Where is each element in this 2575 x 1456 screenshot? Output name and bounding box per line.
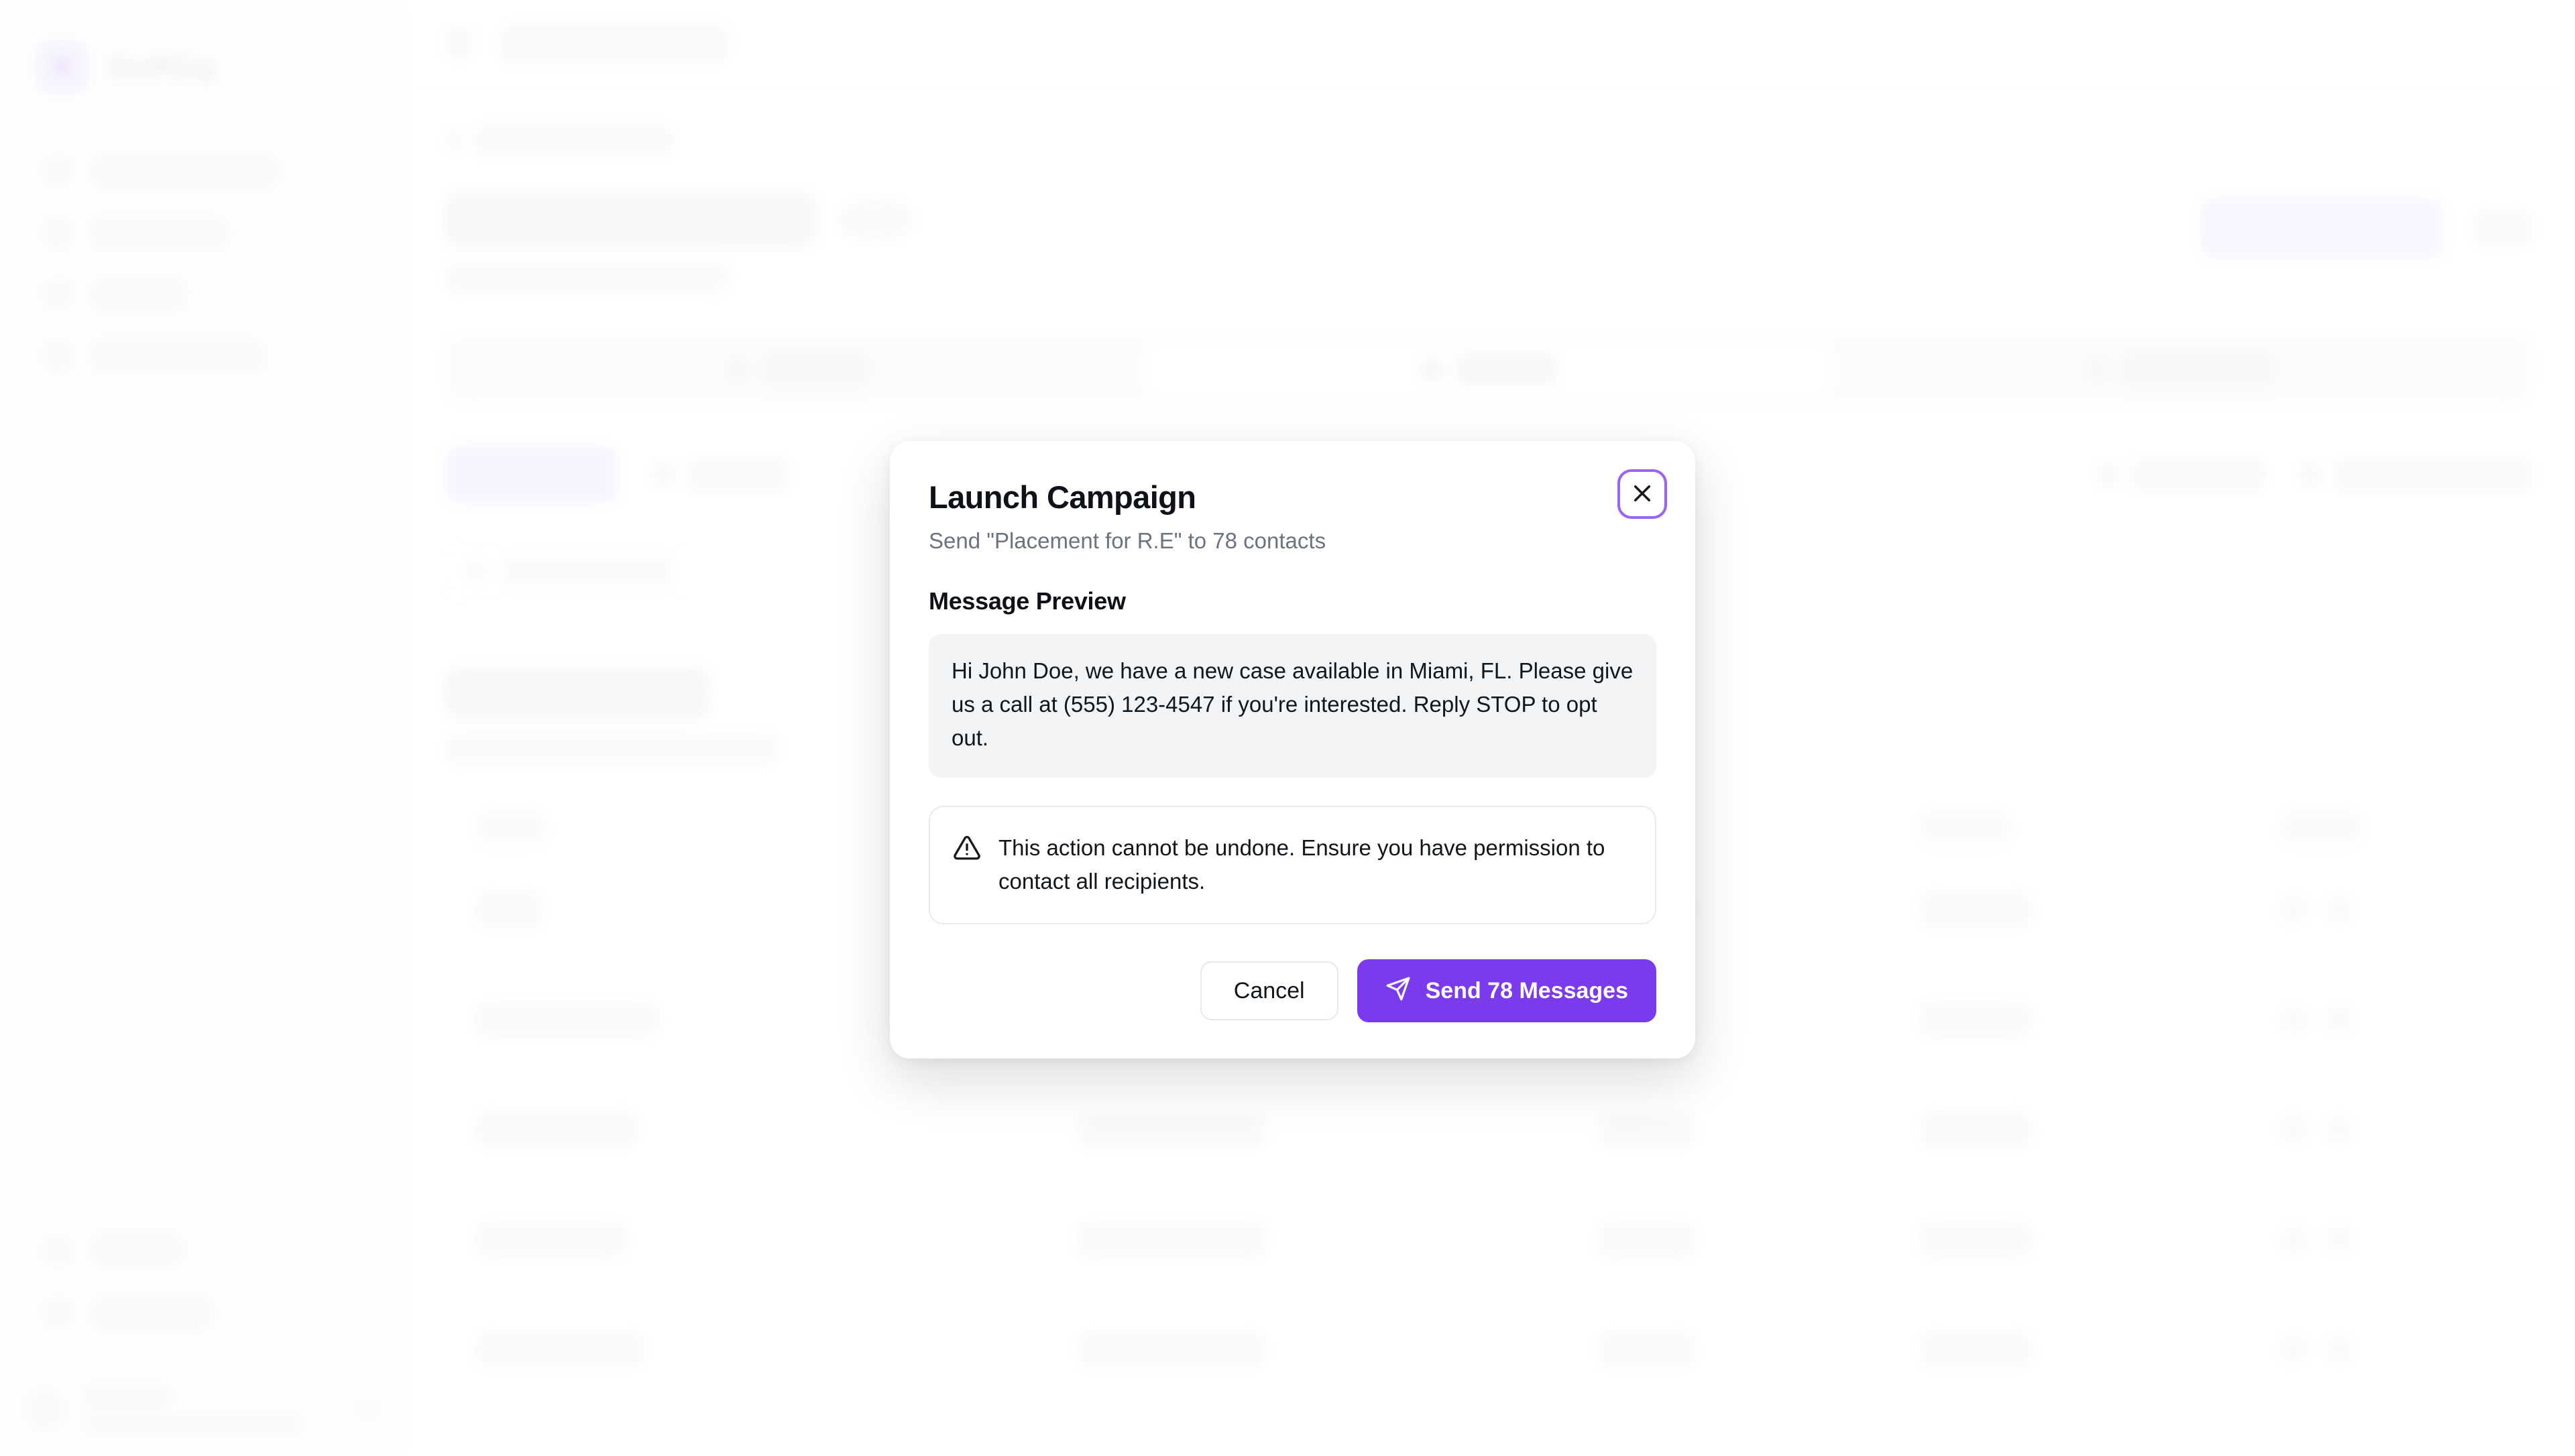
warning-banner: This action cannot be undone. Ensure you… xyxy=(929,806,1656,925)
close-button[interactable] xyxy=(1617,469,1667,519)
send-button-label: Send 78 Messages xyxy=(1425,978,1628,1004)
dialog-actions: Cancel Send 78 Messages xyxy=(929,959,1656,1023)
send-messages-button[interactable]: Send 78 Messages xyxy=(1357,959,1656,1023)
dialog-subtitle: Send "Placement for R.E" to 78 contacts xyxy=(929,528,1326,554)
message-preview-label: Message Preview xyxy=(929,587,1126,615)
launch-campaign-dialog: Launch Campaign Send "Placement for R.E"… xyxy=(890,441,1695,1059)
close-icon xyxy=(1629,481,1655,508)
dialog-title: Launch Campaign xyxy=(929,479,1196,515)
cancel-button[interactable]: Cancel xyxy=(1200,961,1338,1021)
dialog-header: Launch Campaign Send "Placement for R.E"… xyxy=(929,469,1667,556)
send-icon xyxy=(1385,976,1411,1006)
alert-triangle-icon xyxy=(953,834,981,862)
message-preview-text: Hi John Doe, we have a new case availabl… xyxy=(929,634,1656,778)
warning-text: This action cannot be undone. Ensure you… xyxy=(998,835,1605,894)
